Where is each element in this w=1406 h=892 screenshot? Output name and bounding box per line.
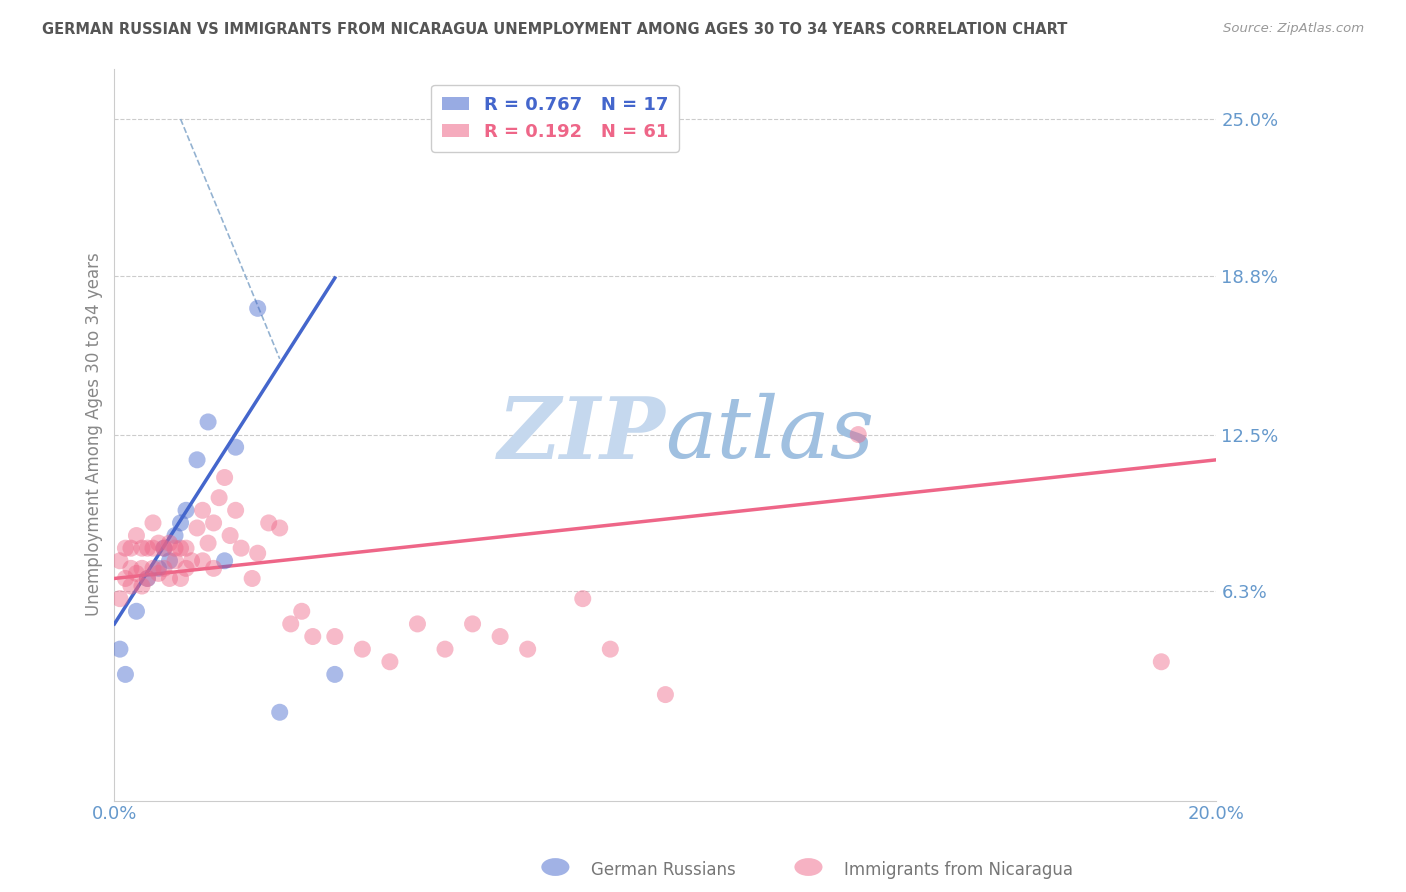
Point (489, 630, 512, 644)
Point (108, 642, 131, 657)
Point (269, 521, 291, 535)
Point (148, 566, 170, 581)
Point (169, 541, 191, 556)
Point (269, 706, 291, 720)
Point (202, 516, 225, 530)
Point (599, 642, 621, 657)
Point (231, 541, 253, 556)
Y-axis label: Unemployment Among Ages 30 to 34 years: Unemployment Among Ages 30 to 34 years (86, 252, 103, 616)
Point (174, 561, 197, 575)
Point (153, 541, 176, 556)
Point (301, 630, 323, 644)
Text: Immigrants from Nicaragua: Immigrants from Nicaragua (844, 861, 1073, 879)
Point (114, 572, 136, 586)
Text: GERMAN RUSSIAN VS IMMIGRANTS FROM NICARAGUA UNEMPLOYMENT AMONG AGES 30 TO 34 YEA: GERMAN RUSSIAN VS IMMIGRANTS FROM NICARA… (42, 22, 1067, 37)
Point (434, 642, 457, 657)
Point (191, 554, 214, 568)
Point (257, 516, 280, 530)
Point (246, 546, 269, 560)
Point (120, 541, 142, 556)
Point (159, 536, 181, 550)
Point (163, 541, 186, 556)
Point (174, 541, 197, 556)
Text: ZIP: ZIP (498, 392, 665, 476)
Point (142, 516, 165, 530)
Point (125, 528, 148, 542)
Point (169, 516, 191, 530)
Point (846, 427, 869, 442)
Point (174, 503, 197, 517)
Point (186, 452, 208, 467)
Point (202, 561, 225, 575)
Point (114, 541, 136, 556)
Point (142, 541, 165, 556)
Point (169, 572, 191, 586)
Point (378, 655, 401, 669)
Point (120, 579, 142, 593)
Point (125, 604, 148, 618)
Point (246, 301, 269, 316)
Point (1150, 655, 1173, 669)
Point (280, 616, 302, 631)
Point (240, 572, 263, 586)
Point (225, 440, 247, 454)
Point (214, 470, 236, 484)
Point (142, 561, 165, 575)
Point (131, 561, 153, 575)
Point (225, 503, 247, 517)
Point (131, 579, 153, 593)
Point (148, 561, 170, 575)
Point (191, 503, 214, 517)
Point (159, 572, 181, 586)
Point (186, 521, 208, 535)
Point (136, 572, 159, 586)
Point (516, 642, 538, 657)
Point (571, 591, 593, 606)
Point (352, 642, 374, 657)
Point (136, 541, 159, 556)
Point (153, 541, 176, 556)
Point (208, 491, 231, 505)
Point (108, 554, 131, 568)
Point (291, 604, 314, 618)
Point (153, 561, 176, 575)
Point (197, 536, 219, 550)
Point (163, 554, 186, 568)
Point (214, 554, 236, 568)
Point (654, 688, 676, 702)
Point (219, 528, 242, 542)
Point (323, 630, 346, 644)
Point (148, 536, 170, 550)
Point (108, 591, 131, 606)
Legend: R = 0.767   N = 17, R = 0.192   N = 61: R = 0.767 N = 17, R = 0.192 N = 61 (432, 85, 679, 152)
Point (159, 554, 181, 568)
Point (114, 667, 136, 681)
Point (136, 572, 159, 586)
Point (180, 554, 202, 568)
Point (120, 561, 142, 575)
Text: Source: ZipAtlas.com: Source: ZipAtlas.com (1223, 22, 1364, 36)
Point (406, 616, 429, 631)
Point (163, 528, 186, 542)
Point (323, 667, 346, 681)
Text: atlas: atlas (665, 393, 875, 476)
Point (131, 541, 153, 556)
Point (461, 616, 484, 631)
Point (197, 415, 219, 429)
Text: German Russians: German Russians (591, 861, 735, 879)
Point (125, 566, 148, 581)
